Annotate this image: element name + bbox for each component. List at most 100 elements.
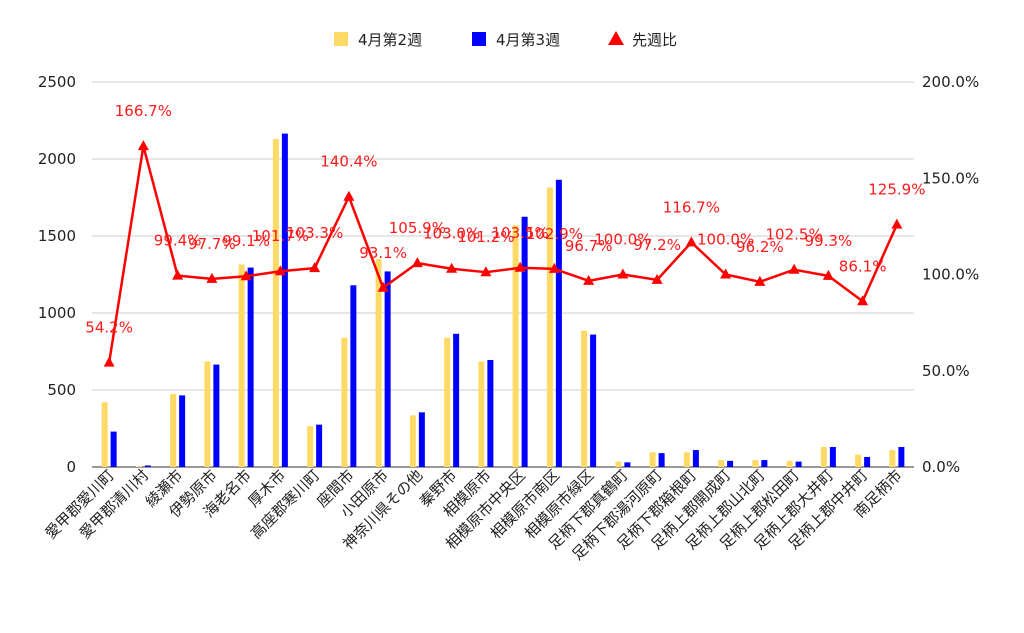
bar-week2: [101, 402, 108, 467]
y-left-tick-label: 500: [47, 381, 76, 399]
line-point-marker: [651, 273, 663, 284]
line-point-marker: [480, 266, 492, 277]
bar-week3: [898, 446, 905, 467]
line-point-marker: [103, 356, 115, 367]
y-right-tick-label: 0.0%: [922, 458, 960, 476]
data-label-ratio: 125.9%: [868, 181, 925, 199]
y-left-tick-label: 1500: [38, 227, 76, 245]
bar-week2: [718, 460, 725, 467]
data-label-ratio: 116.7%: [663, 198, 720, 216]
bar-week2: [889, 450, 896, 467]
bar-week3: [487, 359, 494, 467]
bar-week2: [375, 259, 382, 467]
bar-week3: [727, 460, 734, 467]
line-point-marker: [788, 263, 800, 274]
bar-week3: [316, 424, 323, 467]
bar-week2: [307, 426, 314, 467]
legend-swatch: [472, 32, 486, 46]
bar-week3: [179, 395, 186, 467]
bar-week2: [855, 454, 862, 467]
data-label-ratio: 99.4%: [154, 232, 202, 250]
bar-week3: [829, 446, 836, 467]
legend-label: 4月第2週: [358, 31, 422, 49]
bar-week2: [409, 415, 416, 467]
bar-week3: [590, 334, 597, 467]
bar-week2: [478, 361, 485, 467]
line-point-marker: [137, 140, 149, 151]
data-label-ratio: 99.1%: [222, 232, 270, 250]
line-point-marker: [754, 275, 766, 286]
data-label-ratio: 97.7%: [188, 235, 236, 253]
data-label-ratio: 102.5%: [766, 226, 823, 244]
y-left-tick-label: 2000: [38, 150, 76, 168]
line-point-marker: [685, 236, 697, 247]
line-point-marker: [891, 218, 903, 229]
data-label-ratio: 103.0%: [423, 225, 480, 243]
data-label-ratio: 100.0%: [594, 231, 651, 249]
data-label-ratio: 140.4%: [320, 153, 377, 171]
data-label-ratio: 101.7%: [252, 227, 309, 245]
data-label-ratio: 166.7%: [115, 102, 172, 120]
data-label-ratio: 101.2%: [457, 228, 514, 246]
y-left-tick-label: 2500: [38, 73, 76, 91]
bar-week3: [384, 271, 391, 467]
line-point-marker: [514, 261, 526, 272]
bar-week3: [110, 431, 117, 467]
bar-week2: [683, 452, 690, 467]
line-point-marker: [857, 295, 869, 306]
bar-week2: [135, 466, 142, 467]
line-point-marker: [343, 190, 355, 201]
bar-week3: [144, 465, 151, 467]
line-point-marker: [446, 262, 458, 273]
legend-swatch: [334, 32, 348, 46]
data-label-ratio: 100.0%: [697, 231, 754, 249]
bar-week3: [281, 133, 288, 467]
y-left-tick-label: 0: [66, 458, 76, 476]
data-label-ratio: 96.2%: [736, 238, 784, 256]
data-label-ratio: 86.1%: [839, 257, 887, 275]
line-point-marker: [617, 268, 629, 279]
line-point-marker: [377, 281, 389, 292]
line-point-marker: [411, 257, 423, 268]
bar-week2: [272, 138, 279, 468]
line-series-ratio: [107, 144, 899, 363]
y-right-tick-label: 150.0%: [922, 169, 979, 187]
data-label-ratio: 102.9%: [526, 225, 583, 243]
bar-week2: [581, 330, 588, 467]
line-point-marker: [172, 269, 184, 280]
data-label-ratio: 96.7%: [565, 237, 613, 255]
line-point-marker: [822, 269, 834, 280]
bar-week2: [649, 452, 656, 467]
line-point-marker: [274, 265, 286, 276]
line-point-marker: [583, 274, 595, 285]
data-label-ratio: 99.3%: [805, 232, 853, 250]
bar-week2: [820, 446, 827, 467]
bar-week3: [350, 285, 357, 467]
bar-week3: [692, 450, 699, 467]
bar-week2: [512, 225, 519, 467]
bar-week3: [864, 456, 871, 467]
y-right-tick-label: 200.0%: [922, 73, 979, 91]
legend-label: 先週比: [632, 31, 677, 49]
bar-week3: [247, 267, 254, 467]
data-label-ratio: 97.2%: [633, 236, 681, 254]
bar-week2: [238, 264, 245, 467]
bar-week3: [555, 179, 562, 468]
data-label-ratio: 93.1%: [359, 244, 407, 262]
y-right-tick-label: 50.0%: [922, 362, 970, 380]
legend-label: 4月第3週: [496, 31, 560, 49]
bar-week2: [444, 337, 451, 467]
bar-week2: [204, 361, 211, 467]
line-point-marker: [309, 262, 321, 273]
line-point-marker: [720, 268, 732, 279]
y-right-tick-label: 100.0%: [922, 266, 979, 284]
line-point-marker: [240, 270, 252, 281]
data-label-ratio: 105.9%: [389, 219, 446, 237]
bar-week3: [213, 364, 220, 467]
bar-week3: [453, 333, 460, 467]
bar-week2: [615, 461, 622, 467]
bar-week3: [624, 462, 631, 467]
bar-week2: [341, 337, 348, 467]
